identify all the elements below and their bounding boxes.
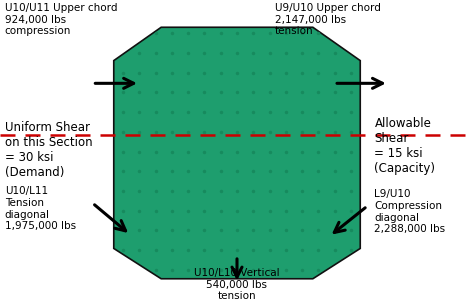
Text: U10/L11
Tension
diagonal
1,975,000 lbs: U10/L11 Tension diagonal 1,975,000 lbs xyxy=(5,186,76,231)
Text: Allowable
Shear
= 15 ksi
(Capacity): Allowable Shear = 15 ksi (Capacity) xyxy=(374,117,436,175)
Polygon shape xyxy=(114,27,360,279)
Text: U10/L10 Vertical
540,000 lbs
tension: U10/L10 Vertical 540,000 lbs tension xyxy=(194,268,280,301)
Text: Uniform Shear
on this Section
= 30 ksi
(Demand): Uniform Shear on this Section = 30 ksi (… xyxy=(5,121,92,179)
Text: U9/U10 Upper chord
2,147,000 lbs
tension: U9/U10 Upper chord 2,147,000 lbs tension xyxy=(275,3,381,36)
Text: L9/U10
Compression
diagonal
2,288,000 lbs: L9/U10 Compression diagonal 2,288,000 lb… xyxy=(374,189,446,234)
Text: U10/U11 Upper chord
924,000 lbs
compression: U10/U11 Upper chord 924,000 lbs compress… xyxy=(5,3,117,36)
